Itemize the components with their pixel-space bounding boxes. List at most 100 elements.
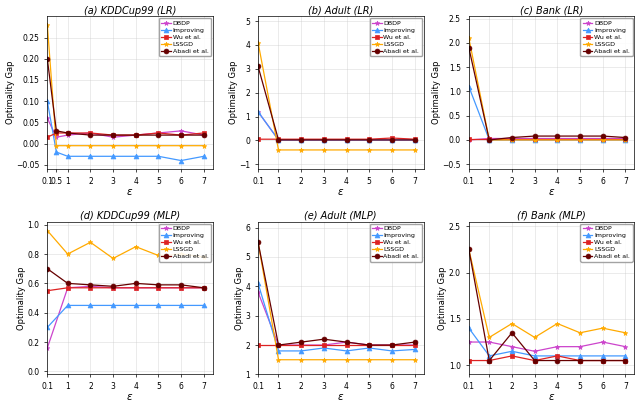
Abadi et al. bbox=[342, 137, 350, 142]
LSSGD bbox=[485, 335, 493, 340]
X-axis label: $\epsilon$: $\epsilon$ bbox=[126, 392, 134, 402]
Wu et al. bbox=[86, 285, 94, 290]
Abadi et al. bbox=[508, 135, 516, 140]
DBDP bbox=[132, 285, 140, 290]
Abadi et al. bbox=[411, 137, 419, 142]
LSSGD bbox=[155, 143, 163, 148]
Improving bbox=[531, 353, 538, 358]
DBDP bbox=[576, 344, 584, 349]
Wu et al. bbox=[576, 137, 584, 142]
Abadi et al. bbox=[44, 56, 51, 61]
Abadi et al. bbox=[554, 133, 561, 138]
Abadi et al. bbox=[254, 240, 262, 245]
Abadi et al. bbox=[86, 282, 94, 287]
Y-axis label: Optimality Gap: Optimality Gap bbox=[6, 61, 15, 124]
LSSGD bbox=[52, 143, 60, 148]
Abadi et al. bbox=[52, 129, 60, 133]
DBDP bbox=[508, 136, 516, 141]
Line: DBDP: DBDP bbox=[467, 339, 628, 354]
DBDP bbox=[254, 109, 262, 114]
DBDP bbox=[177, 285, 185, 290]
Wu et al. bbox=[177, 285, 185, 290]
Improving bbox=[86, 303, 94, 308]
DBDP bbox=[44, 116, 51, 121]
Improving bbox=[177, 158, 185, 163]
Improving bbox=[254, 109, 262, 114]
Improving bbox=[554, 137, 561, 142]
LSSGD bbox=[508, 137, 516, 142]
Abadi et al. bbox=[132, 133, 140, 137]
LSSGD bbox=[411, 148, 419, 153]
Line: Wu et al.: Wu et al. bbox=[45, 285, 206, 293]
Wu et al. bbox=[621, 358, 629, 363]
Abadi et al. bbox=[365, 343, 373, 348]
LSSGD bbox=[44, 228, 51, 233]
Abadi et al. bbox=[599, 358, 607, 363]
LSSGD bbox=[599, 137, 607, 142]
Title: (b) Adult (LR): (b) Adult (LR) bbox=[308, 6, 373, 16]
Improving bbox=[621, 137, 629, 142]
Improving bbox=[388, 137, 396, 142]
Wu et al. bbox=[109, 285, 117, 290]
LSSGD bbox=[86, 240, 94, 245]
DBDP bbox=[365, 137, 373, 142]
Line: LSSGD: LSSGD bbox=[467, 247, 628, 340]
Abadi et al. bbox=[320, 137, 328, 142]
Line: Improving: Improving bbox=[467, 326, 628, 358]
Wu et al. bbox=[508, 353, 516, 358]
Wu et al. bbox=[508, 137, 516, 142]
Abadi et al. bbox=[298, 340, 305, 345]
Improving bbox=[64, 303, 72, 308]
DBDP bbox=[86, 284, 94, 289]
X-axis label: $\epsilon$: $\epsilon$ bbox=[337, 187, 344, 197]
Wu et al. bbox=[599, 137, 607, 142]
Improving bbox=[599, 353, 607, 358]
LSSGD bbox=[554, 137, 561, 142]
Line: LSSGD: LSSGD bbox=[45, 228, 206, 261]
Improving bbox=[576, 353, 584, 358]
Wu et al. bbox=[388, 343, 396, 348]
DBDP bbox=[576, 136, 584, 141]
Improving bbox=[44, 99, 51, 104]
Improving bbox=[508, 349, 516, 354]
X-axis label: $\epsilon$: $\epsilon$ bbox=[126, 187, 134, 197]
LSSGD bbox=[465, 35, 473, 40]
Wu et al. bbox=[531, 137, 538, 142]
Abadi et al. bbox=[86, 133, 94, 137]
LSSGD bbox=[64, 252, 72, 257]
Wu et al. bbox=[599, 358, 607, 363]
Legend: DBDP, Improving, Wu et al., LSSGD, Abadi et al.: DBDP, Improving, Wu et al., LSSGD, Abadi… bbox=[370, 18, 422, 56]
Wu et al. bbox=[254, 343, 262, 348]
Line: DBDP: DBDP bbox=[45, 284, 206, 350]
LSSGD bbox=[254, 240, 262, 245]
Wu et al. bbox=[465, 137, 473, 142]
Abadi et al. bbox=[132, 281, 140, 286]
LSSGD bbox=[109, 143, 117, 148]
X-axis label: $\epsilon$: $\epsilon$ bbox=[337, 392, 344, 402]
Wu et al. bbox=[388, 135, 396, 140]
DBDP bbox=[86, 131, 94, 135]
Wu et al. bbox=[485, 137, 493, 142]
DBDP bbox=[599, 136, 607, 141]
Improving bbox=[554, 353, 561, 358]
Abadi et al. bbox=[109, 284, 117, 289]
Abadi et al. bbox=[254, 64, 262, 69]
Legend: DBDP, Improving, Wu et al., LSSGD, Abadi et al.: DBDP, Improving, Wu et al., LSSGD, Abadi… bbox=[159, 224, 211, 262]
Title: (f) Bank (MLP): (f) Bank (MLP) bbox=[517, 211, 586, 221]
Improving bbox=[298, 348, 305, 353]
Improving bbox=[531, 137, 538, 142]
LSSGD bbox=[599, 326, 607, 330]
LSSGD bbox=[388, 148, 396, 153]
Abadi et al. bbox=[485, 358, 493, 363]
Wu et al. bbox=[320, 343, 328, 348]
DBDP bbox=[531, 349, 538, 354]
Line: Improving: Improving bbox=[45, 99, 206, 163]
LSSGD bbox=[132, 143, 140, 148]
DBDP bbox=[52, 135, 60, 140]
Improving bbox=[388, 348, 396, 353]
Abadi et al. bbox=[320, 337, 328, 341]
Abadi et al. bbox=[508, 330, 516, 335]
Improving bbox=[109, 154, 117, 159]
Wu et al. bbox=[365, 137, 373, 142]
Line: Wu et al.: Wu et al. bbox=[45, 131, 206, 140]
